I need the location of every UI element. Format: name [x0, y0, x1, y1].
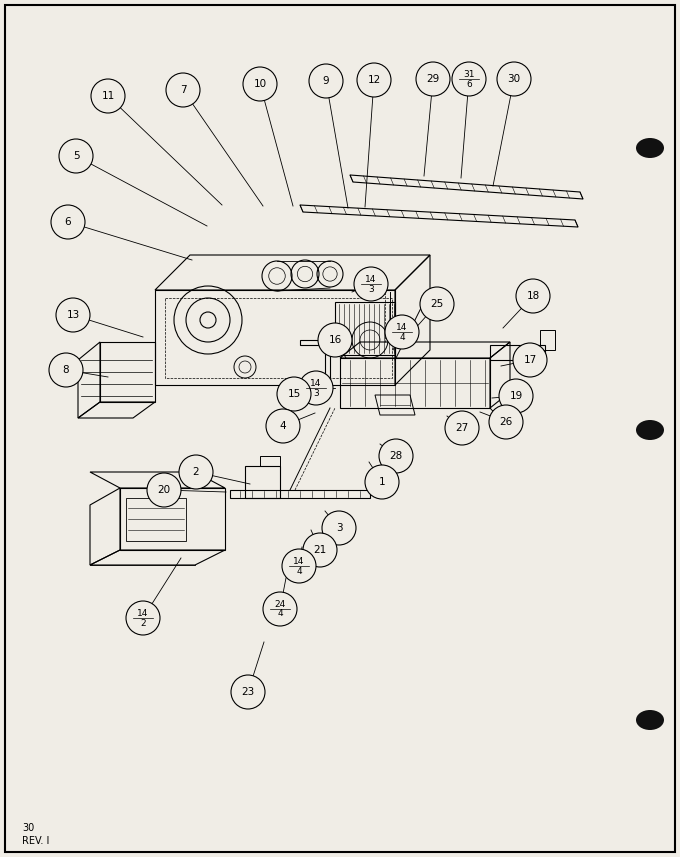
Circle shape: [49, 353, 83, 387]
Circle shape: [354, 267, 388, 301]
Circle shape: [51, 205, 85, 239]
Bar: [335, 302, 395, 355]
Text: 6: 6: [65, 217, 71, 227]
Text: 23: 23: [241, 687, 254, 697]
Circle shape: [299, 371, 333, 405]
Text: 24: 24: [274, 600, 286, 609]
Circle shape: [309, 64, 343, 98]
Text: 29: 29: [426, 74, 440, 84]
Circle shape: [266, 409, 300, 443]
Circle shape: [513, 343, 547, 377]
Bar: [126, 498, 186, 541]
Text: 30: 30: [22, 823, 34, 833]
Text: 28: 28: [390, 451, 403, 461]
Text: 3: 3: [368, 285, 374, 293]
Text: 19: 19: [509, 391, 523, 401]
Text: 3: 3: [313, 388, 319, 398]
Text: 3: 3: [336, 523, 342, 533]
Circle shape: [243, 67, 277, 101]
Text: REV. I: REV. I: [22, 836, 50, 846]
Ellipse shape: [636, 710, 664, 730]
Text: 6: 6: [466, 80, 472, 88]
Circle shape: [56, 298, 90, 332]
Circle shape: [445, 411, 479, 445]
Circle shape: [497, 62, 531, 96]
Circle shape: [282, 549, 316, 583]
Circle shape: [385, 315, 419, 349]
Text: 26: 26: [499, 417, 513, 427]
Text: 14: 14: [293, 557, 305, 566]
Text: 12: 12: [367, 75, 381, 85]
Text: 2: 2: [192, 467, 199, 477]
Text: 13: 13: [67, 310, 80, 320]
Text: 4: 4: [399, 333, 405, 341]
Circle shape: [277, 377, 311, 411]
Circle shape: [263, 592, 297, 626]
Circle shape: [499, 379, 533, 413]
Circle shape: [147, 473, 181, 507]
Text: 15: 15: [288, 389, 301, 399]
Circle shape: [231, 675, 265, 709]
Circle shape: [516, 279, 550, 313]
Circle shape: [489, 405, 523, 439]
Circle shape: [416, 62, 450, 96]
Text: 20: 20: [158, 485, 171, 495]
Circle shape: [126, 601, 160, 635]
Text: 9: 9: [323, 76, 329, 86]
Text: 4: 4: [279, 421, 286, 431]
Text: 27: 27: [456, 423, 469, 433]
Ellipse shape: [636, 420, 664, 440]
Circle shape: [91, 79, 125, 113]
Circle shape: [365, 465, 399, 499]
Text: 17: 17: [524, 355, 537, 365]
Circle shape: [179, 455, 213, 489]
Text: 14: 14: [365, 275, 377, 284]
Circle shape: [357, 63, 391, 97]
Circle shape: [379, 439, 413, 473]
Text: 4: 4: [277, 609, 283, 619]
Text: 5: 5: [73, 151, 80, 161]
Text: 14: 14: [396, 323, 408, 332]
Text: 16: 16: [328, 335, 341, 345]
Circle shape: [303, 533, 337, 567]
Circle shape: [452, 62, 486, 96]
Text: 14: 14: [137, 609, 149, 618]
Circle shape: [166, 73, 200, 107]
Text: 1: 1: [379, 477, 386, 487]
Text: 18: 18: [526, 291, 540, 301]
Text: 21: 21: [313, 545, 326, 555]
Circle shape: [322, 511, 356, 545]
Ellipse shape: [636, 138, 664, 158]
Text: 25: 25: [430, 299, 443, 309]
Text: 14: 14: [310, 379, 322, 388]
Circle shape: [318, 323, 352, 357]
Text: 11: 11: [101, 91, 115, 101]
Circle shape: [59, 139, 93, 173]
Circle shape: [420, 287, 454, 321]
Text: 31: 31: [463, 70, 475, 79]
Text: 7: 7: [180, 85, 186, 95]
Text: 2: 2: [140, 619, 146, 627]
Text: 30: 30: [507, 74, 521, 84]
Text: 8: 8: [63, 365, 69, 375]
Text: 10: 10: [254, 79, 267, 89]
Text: 4: 4: [296, 566, 302, 576]
